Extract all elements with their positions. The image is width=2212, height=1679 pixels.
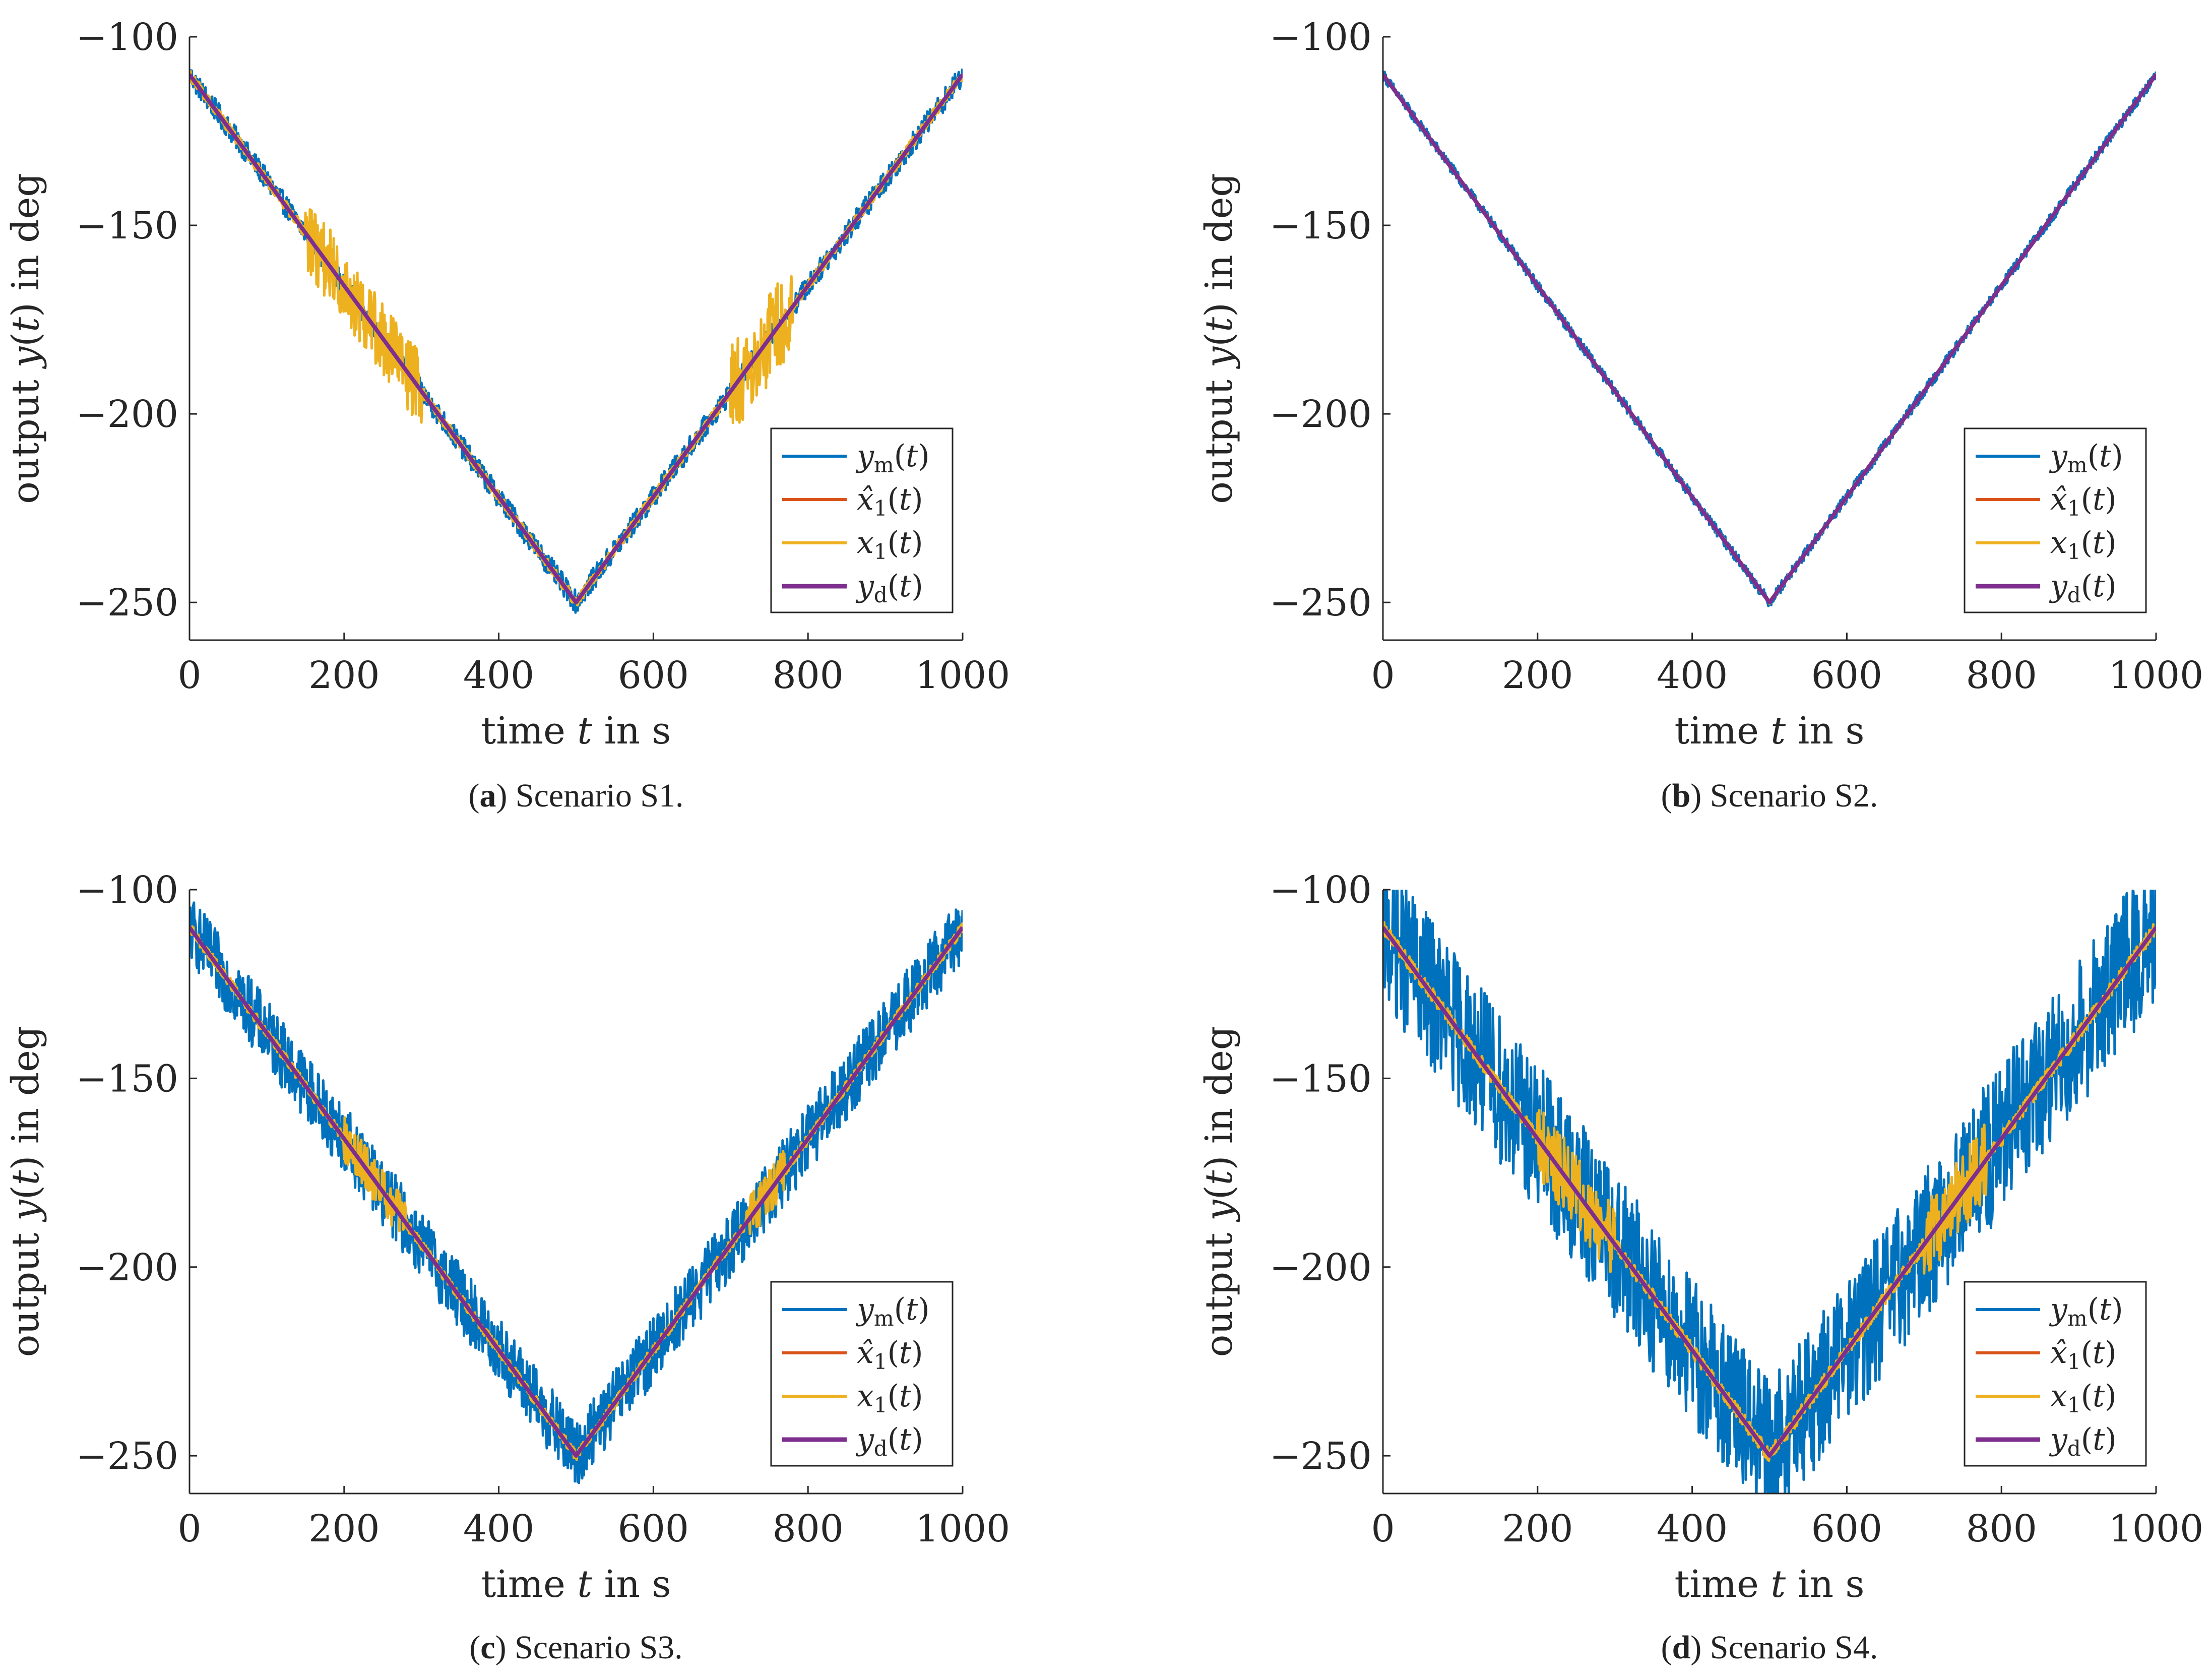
- series-line-ydt: [189, 926, 963, 1458]
- plot-area: [189, 901, 963, 1484]
- x-axis-label: time t in s: [1675, 709, 1865, 753]
- legend-label: x̂1(t): [857, 1335, 923, 1374]
- legend: ym(t) x̂1(t) x1(t) yd(t): [770, 1281, 954, 1467]
- panel-caption: (d) Scenario S4.: [1661, 1629, 1878, 1666]
- y-tick-label: −200: [76, 393, 178, 436]
- legend-label: yd(t): [855, 1422, 923, 1461]
- legend-label: ym(t): [2049, 439, 2123, 477]
- x-tick-label: 1000: [2109, 1507, 2203, 1550]
- legend-label: yd(t): [2049, 569, 2117, 607]
- y-tick-label: −150: [1270, 1057, 1372, 1100]
- panel-caption: (b) Scenario S2.: [1661, 777, 1878, 814]
- y-tick-label: −100: [76, 868, 178, 912]
- x-tick-label: 0: [1371, 1507, 1395, 1550]
- y-tick-label: −150: [76, 204, 178, 247]
- y-axis-label: output y(t) in deg: [4, 1026, 47, 1357]
- x-tick-label: 600: [618, 1507, 689, 1550]
- x-tick-label: 600: [618, 654, 689, 697]
- series-line-ymt: [189, 901, 963, 1484]
- series-line-ydt: [1383, 73, 2156, 605]
- x-tick-label: 400: [463, 1507, 534, 1550]
- panel-d: 0 200 400 600 800 1000 −100 −150 −200 −250 time t …: [1197, 868, 2203, 1666]
- x-tick-label: 0: [1371, 654, 1395, 697]
- legend-label: x̂1(t): [2050, 1335, 2117, 1374]
- y-tick-label: −200: [1270, 393, 1372, 436]
- y-tick-label: −250: [1270, 581, 1372, 625]
- plot-area: [1383, 890, 2156, 1494]
- x-tick-label: 200: [1502, 654, 1573, 697]
- x-tick-label: 400: [463, 654, 534, 697]
- x-axis-label: time t in s: [1675, 1563, 1865, 1606]
- y-axis-label: output y(t) in deg: [1197, 1026, 1241, 1357]
- y-tick-label: −150: [76, 1057, 178, 1100]
- y-tick-label: −100: [1270, 868, 1372, 912]
- panel-c: 0 200 400 600 800 1000 −100 −150 −200 −250 time t …: [4, 868, 1010, 1666]
- legend-box: [1964, 427, 2147, 613]
- y-tick-label: −150: [1270, 204, 1372, 247]
- x-tick-label: 800: [1966, 654, 2037, 697]
- x-tick-label: 1000: [2109, 654, 2203, 697]
- x-axis-label: time t in s: [481, 1563, 671, 1606]
- y-tick-label: −250: [76, 581, 178, 625]
- legend-box: [770, 427, 954, 613]
- y-tick-label: −100: [76, 16, 178, 59]
- x-tick-label: 400: [1657, 1507, 1728, 1550]
- x-tick-label: 200: [308, 654, 380, 697]
- y-tick-label: −200: [76, 1246, 178, 1289]
- x-tick-label: 600: [1811, 654, 1882, 697]
- plot-area: [1383, 71, 2156, 607]
- x-tick-label: 800: [773, 1507, 844, 1550]
- y-axis-label: output y(t) in deg: [1197, 173, 1241, 504]
- x-tick-label: 800: [773, 654, 844, 697]
- legend-label: ym(t): [2049, 1292, 2123, 1331]
- x-tick-label: 200: [308, 1507, 380, 1550]
- x-tick-label: 0: [177, 654, 201, 697]
- legend-box: [770, 1281, 954, 1467]
- panel-a: 0 200 400 600 800 1000 −100 −150 −200 −250 time t …: [4, 16, 1010, 814]
- legend: ym(t) x̂1(t) x1(t) yd(t): [770, 427, 954, 613]
- legend-label: x̂1(t): [2050, 482, 2117, 521]
- x-tick-label: 0: [177, 1507, 201, 1550]
- x-tick-label: 1000: [915, 1507, 1010, 1550]
- series-line-ydt: [189, 73, 963, 605]
- legend-label: ym(t): [855, 439, 930, 477]
- x-tick-label: 800: [1966, 1507, 2037, 1550]
- y-tick-label: −100: [1270, 16, 1372, 59]
- legend: ym(t) x̂1(t) x1(t) yd(t): [1964, 427, 2147, 613]
- x-tick-label: 200: [1502, 1507, 1573, 1550]
- x-tick-label: 400: [1657, 654, 1728, 697]
- legend-label: x̂1(t): [857, 482, 923, 521]
- y-tick-label: −250: [76, 1435, 178, 1478]
- x-tick-label: 600: [1811, 1507, 1882, 1550]
- legend-label: x1(t): [2050, 525, 2117, 564]
- legend-label: ym(t): [855, 1292, 930, 1331]
- y-tick-label: −250: [1270, 1435, 1372, 1478]
- x-axis-label: time t in s: [481, 709, 671, 753]
- legend-label: x1(t): [2050, 1379, 2117, 1417]
- legend-label: yd(t): [855, 569, 923, 607]
- panel-caption: (a) Scenario S1.: [468, 777, 683, 814]
- panel-caption: (c) Scenario S3.: [469, 1629, 682, 1666]
- y-axis-label: output y(t) in deg: [4, 173, 47, 504]
- legend-label: x1(t): [857, 1379, 923, 1417]
- legend-label: yd(t): [2049, 1422, 2117, 1461]
- legend: ym(t) x̂1(t) x1(t) yd(t): [1964, 1281, 2147, 1467]
- plot-area: [189, 68, 963, 614]
- y-tick-label: −200: [1270, 1246, 1372, 1289]
- x-tick-label: 1000: [915, 654, 1010, 697]
- legend-label: x1(t): [857, 525, 923, 564]
- panel-b: 0 200 400 600 800 1000 −100 −150 −200 −250 time t …: [1197, 16, 2203, 814]
- series-line-ydt: [1383, 926, 2156, 1458]
- legend-box: [1964, 1281, 2147, 1467]
